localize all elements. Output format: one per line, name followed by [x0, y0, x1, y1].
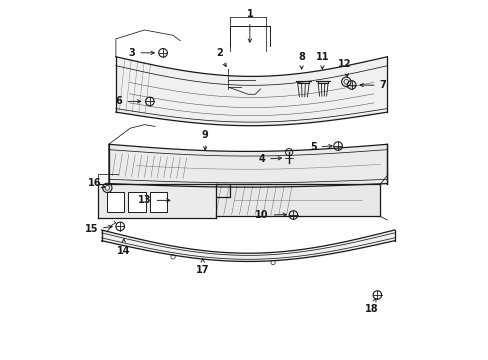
Text: 3: 3 [128, 48, 154, 58]
Text: 17: 17 [196, 259, 209, 275]
Bar [317, 81, 327, 83]
Text: 18: 18 [364, 298, 377, 314]
Bar [107, 192, 124, 212]
Text: 5: 5 [309, 142, 331, 152]
Bar [128, 192, 145, 212]
Text: 14: 14 [117, 239, 130, 256]
Text: 7: 7 [359, 80, 386, 90]
Bar [297, 81, 308, 83]
Bar [149, 192, 166, 212]
Text: 13: 13 [138, 195, 170, 205]
Text: 12: 12 [337, 59, 351, 77]
Text: 6: 6 [115, 96, 141, 107]
Text: 11: 11 [315, 52, 328, 69]
Text: 2: 2 [216, 48, 225, 67]
Text: 1: 1 [246, 9, 253, 42]
Text: 16: 16 [87, 178, 105, 188]
Text: 4: 4 [258, 154, 281, 164]
Text: 9: 9 [202, 130, 208, 150]
Text: 15: 15 [84, 224, 112, 234]
Text: 8: 8 [298, 52, 305, 69]
Text: 10: 10 [255, 210, 286, 220]
